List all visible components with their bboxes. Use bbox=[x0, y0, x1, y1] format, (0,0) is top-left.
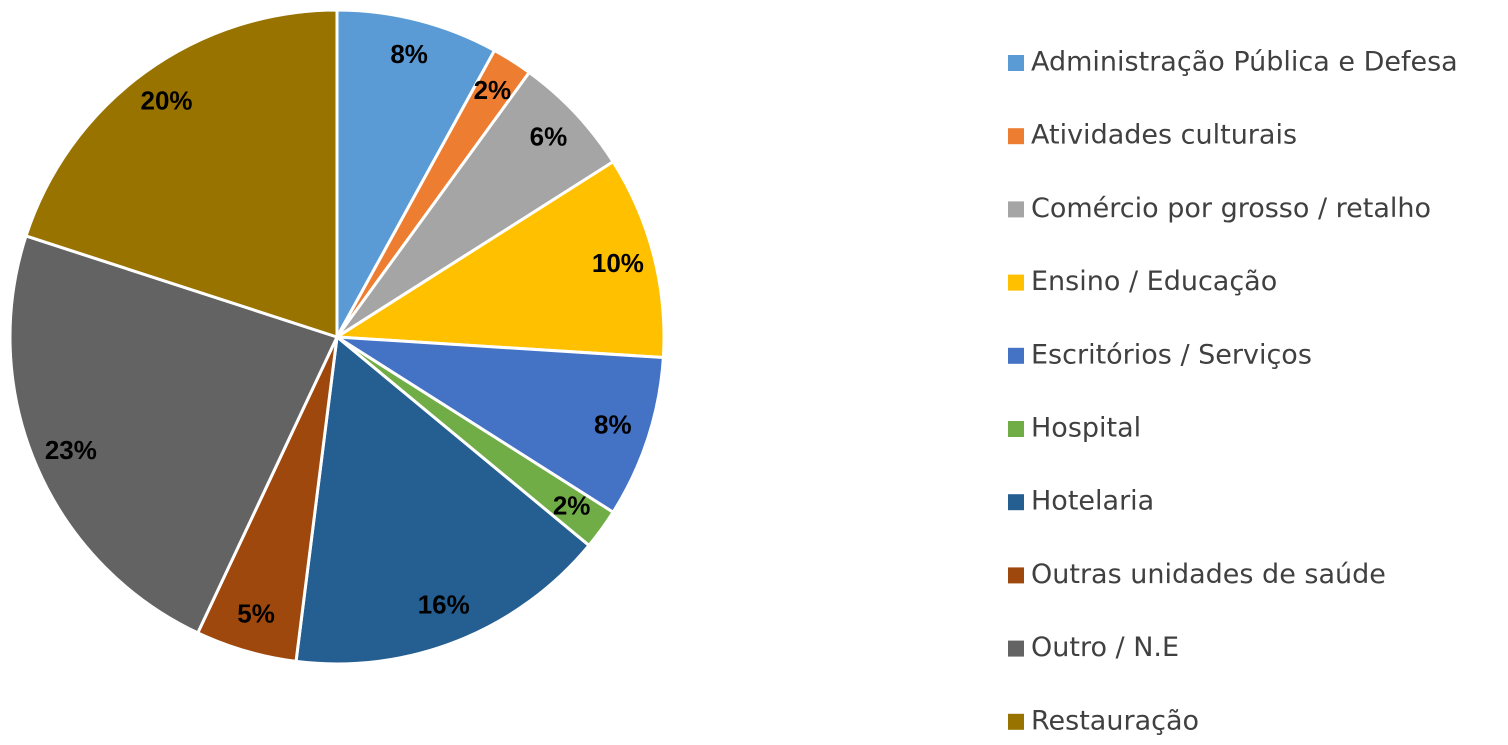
legend-swatch bbox=[1008, 128, 1024, 145]
data-label: 16% bbox=[418, 590, 470, 620]
data-label: 23% bbox=[45, 435, 97, 465]
pie-slice bbox=[335, 8, 497, 338]
legend-label: Restauração bbox=[1031, 705, 1199, 736]
pie-slice bbox=[294, 334, 592, 666]
legend-label: Administração Pública e Defesa bbox=[1031, 47, 1458, 78]
legend-swatch bbox=[1008, 274, 1024, 291]
data-label: 20% bbox=[141, 85, 193, 115]
legend-swatch bbox=[1008, 201, 1024, 218]
pie-slice bbox=[8, 234, 340, 635]
legend-swatch bbox=[1008, 421, 1024, 437]
data-label: 10% bbox=[592, 248, 644, 278]
legend-swatch bbox=[1008, 567, 1024, 584]
legend-label: Hospital bbox=[1031, 413, 1141, 444]
pie-slice bbox=[24, 8, 339, 340]
legend-swatch bbox=[1008, 640, 1024, 657]
legend-label: Comércio por grosso / retalho bbox=[1031, 193, 1431, 224]
data-label: 2% bbox=[553, 490, 591, 520]
pie-slice bbox=[332, 159, 666, 360]
data-label: 8% bbox=[594, 409, 632, 439]
legend-label: Outro / N.E bbox=[1031, 632, 1179, 663]
legend-label: Atividades culturais bbox=[1031, 120, 1297, 151]
pie-slice bbox=[336, 335, 665, 515]
legend-label: Hotelaria bbox=[1031, 486, 1154, 517]
legend-swatch bbox=[1008, 713, 1024, 730]
pie-slice bbox=[335, 70, 616, 339]
legend-label: Outras unidades de saúde bbox=[1031, 559, 1386, 590]
legend-label: Ensino / Educação bbox=[1031, 266, 1277, 297]
legend-swatch bbox=[1008, 347, 1024, 364]
data-label: 5% bbox=[237, 598, 275, 628]
data-label: 2% bbox=[474, 75, 512, 105]
legend-swatch bbox=[1008, 55, 1024, 71]
data-label: 6% bbox=[530, 121, 568, 151]
data-label: 8% bbox=[390, 39, 428, 69]
legend-label: Escritórios / Serviços bbox=[1031, 339, 1312, 370]
legend-swatch bbox=[1008, 494, 1024, 511]
